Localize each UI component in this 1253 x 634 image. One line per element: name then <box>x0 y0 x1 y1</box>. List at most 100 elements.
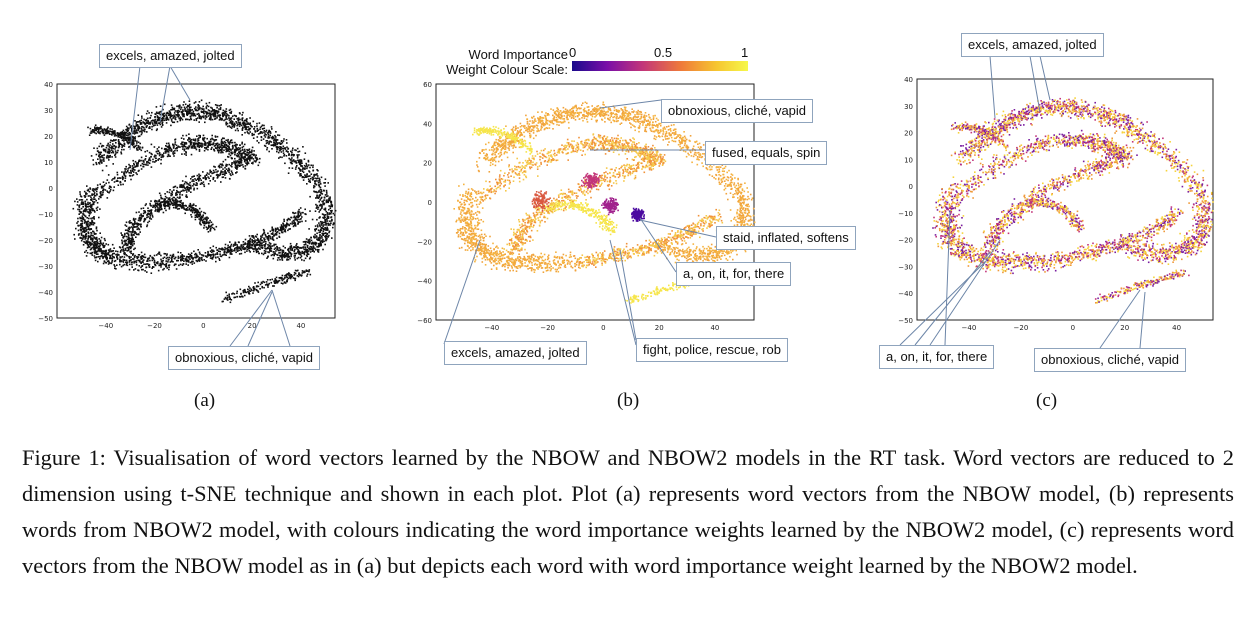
scatter-point <box>223 248 225 251</box>
scatter-point <box>287 255 290 258</box>
scatter-point <box>143 129 145 131</box>
scatter-point <box>87 189 90 192</box>
scatter-point <box>193 107 196 110</box>
scatter-point <box>248 285 250 288</box>
scatter-point <box>286 223 289 226</box>
scatter-point <box>200 215 203 218</box>
scatter-point <box>235 247 237 249</box>
scatter-point <box>257 291 260 293</box>
scatter-point <box>213 171 215 174</box>
scatter-point <box>130 178 132 181</box>
scatter-point <box>292 277 295 279</box>
scatter-point <box>150 218 153 220</box>
scatter-point <box>87 203 90 205</box>
scatter-point <box>309 166 311 169</box>
scatter-point <box>202 134 205 137</box>
scatter-point <box>324 194 327 196</box>
scatter-point <box>298 250 301 253</box>
scatter-point <box>239 112 241 115</box>
scatter-point <box>101 161 103 163</box>
scatter-point <box>289 249 292 251</box>
scatter-point <box>329 207 332 209</box>
scatter-point <box>140 149 143 152</box>
scatter-point <box>277 134 279 136</box>
scatter-point <box>136 124 139 126</box>
scatter-point <box>313 186 315 189</box>
scatter-point <box>326 232 329 235</box>
scatter-point <box>140 156 143 159</box>
scatter-point <box>121 242 124 245</box>
scatter-point <box>229 253 232 255</box>
scatter-point <box>324 235 326 238</box>
scatter-point <box>138 120 141 122</box>
scatter-point <box>171 260 173 263</box>
scatter-point <box>202 105 204 108</box>
scatter-point <box>177 115 179 118</box>
scatter-point <box>93 255 96 257</box>
scatter-point <box>282 254 284 257</box>
scatter-point <box>303 259 305 262</box>
scatter-point <box>167 146 169 149</box>
scatter-point <box>163 119 166 122</box>
scatter-point <box>125 171 127 174</box>
scatter-point <box>297 160 300 162</box>
scatter-point <box>148 151 151 154</box>
scatter-point <box>101 154 104 157</box>
scatter-point <box>132 125 135 127</box>
scatter-point <box>303 164 306 167</box>
scatter-point <box>253 250 255 253</box>
scatter-point <box>131 237 134 240</box>
scatter-point <box>323 182 325 184</box>
scatter-point <box>297 248 299 251</box>
scatter-point <box>119 181 122 184</box>
scatter-point <box>276 253 278 256</box>
scatter-point <box>303 167 305 169</box>
scatter-point <box>184 212 186 215</box>
scatter-point <box>108 187 111 189</box>
scatter-point <box>135 236 137 238</box>
scatter-point <box>132 136 134 138</box>
scatter-point <box>83 240 85 243</box>
scatter-point <box>134 131 136 133</box>
scatter-point <box>234 244 236 246</box>
scatter-point <box>251 153 253 156</box>
scatter-point <box>160 201 162 203</box>
scatter-point <box>303 240 306 243</box>
scatter-point <box>144 263 147 266</box>
scatter-point <box>248 243 251 246</box>
scatter-point <box>108 133 111 135</box>
scatter-point <box>306 173 308 175</box>
scatter-point <box>242 296 244 298</box>
scatter-point <box>271 226 273 229</box>
scatter-point <box>219 148 222 151</box>
scatter-point <box>127 233 130 236</box>
scatter-point <box>252 289 255 292</box>
scatter-point <box>137 163 139 165</box>
scatter-point <box>319 243 321 245</box>
scatter-point <box>320 204 323 206</box>
scatter-point <box>228 293 230 296</box>
scatter-point <box>328 212 331 214</box>
scatter-point <box>144 150 146 153</box>
scatter-point <box>164 253 167 255</box>
scatter-point <box>115 180 118 182</box>
scatter-point <box>222 137 224 139</box>
scatter-point <box>106 253 109 255</box>
scatter-point <box>211 172 213 175</box>
scatter-point <box>125 262 128 264</box>
scatter-point <box>241 149 244 151</box>
scatter-point <box>125 221 128 224</box>
scatter-point <box>146 162 148 164</box>
scatter-point <box>180 137 183 139</box>
scatter-point <box>164 200 167 203</box>
scatter-point <box>212 250 214 253</box>
scatter-point <box>127 227 130 230</box>
scatter-point <box>126 244 128 247</box>
scatter-point <box>148 158 151 160</box>
scatter-point <box>86 246 89 249</box>
scatter-point <box>140 256 142 259</box>
scatter-point <box>99 130 102 133</box>
scatter-point <box>138 169 140 172</box>
scatter-point <box>120 151 122 153</box>
scatter-point <box>297 212 300 215</box>
